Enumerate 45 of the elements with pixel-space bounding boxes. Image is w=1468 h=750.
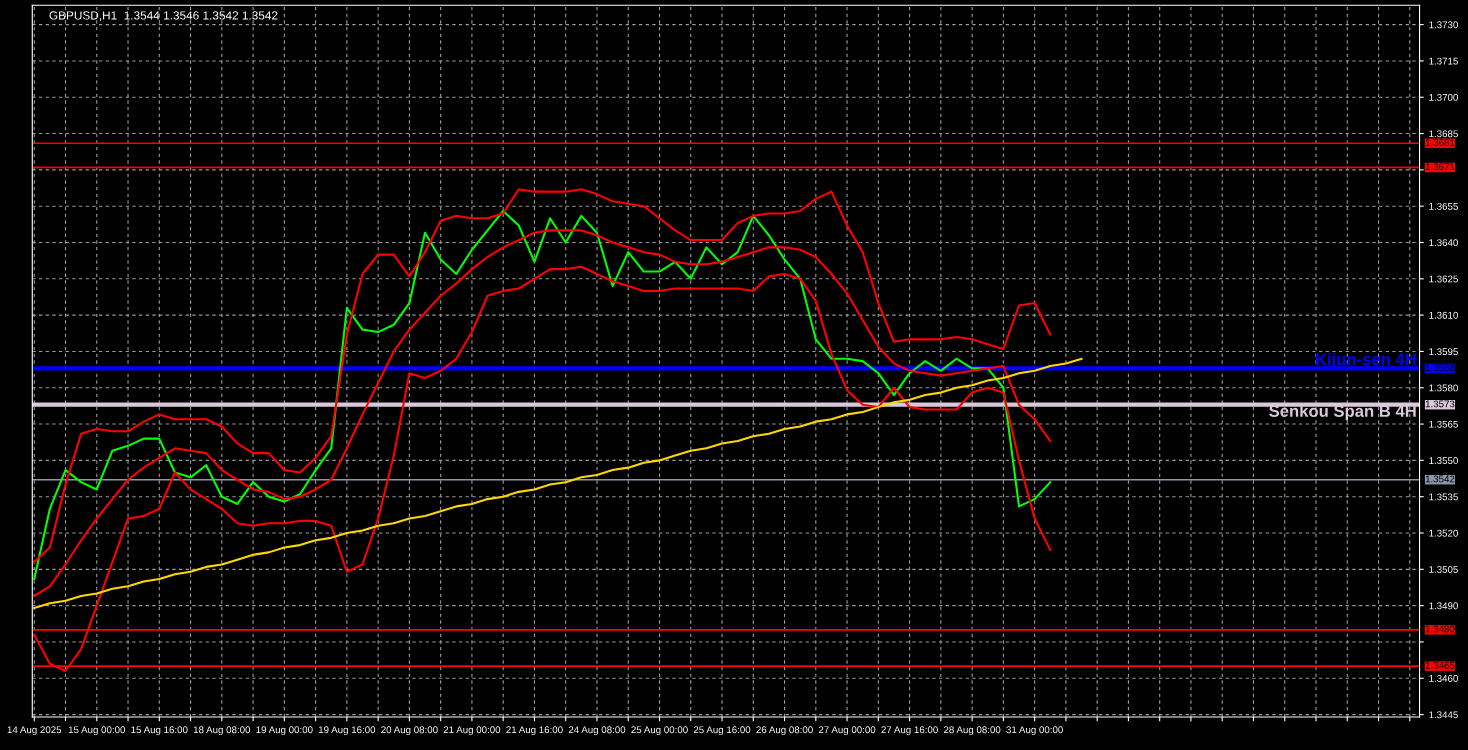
x-tick-label: 27 Aug 16:00	[881, 726, 938, 736]
y-tick-label: 1.3460	[1429, 675, 1458, 682]
y-tick-label: 1.3595	[1429, 348, 1458, 356]
text: 1.3671	[1425, 163, 1455, 171]
y-tick-label: 1.3625	[1429, 275, 1458, 283]
text: 1.3542	[1425, 475, 1455, 483]
text: 1.3573	[1425, 400, 1455, 408]
x-tick-label: 14 Aug 2025	[7, 726, 62, 736]
x-tick-label: 25 Aug 16:00	[693, 726, 751, 736]
text: 1.3588	[1425, 364, 1455, 371]
x-tick-label: 26 Aug 08:00	[756, 726, 813, 736]
y-tick-label: 1.3700	[1429, 93, 1458, 101]
x-tick-label: 21 Aug 16:00	[506, 726, 563, 736]
x-tick-label: 28 Aug 08:00	[943, 726, 1001, 736]
y-tick-label: 1.3655	[1429, 202, 1458, 210]
y-tick-label: 1.3535	[1429, 493, 1458, 501]
y-tick-label: 1.3520	[1429, 529, 1458, 537]
y-tick-label: 1.3715	[1429, 57, 1458, 65]
x-tick-label: 15 Aug 00:00	[68, 726, 126, 736]
y-tick-label: 1.3580	[1429, 384, 1458, 392]
ref-line-label: Kijun-sen 4H	[1316, 352, 1416, 369]
text: 1.3465	[1425, 661, 1455, 669]
x-tick-label: 19 Aug 16:00	[318, 726, 376, 736]
y-tick-label: 1.3685	[1429, 130, 1458, 138]
y-tick-label: 1.3640	[1429, 239, 1458, 247]
y-tick-label: 1.3445	[1429, 711, 1458, 719]
y-tick-label: 1.3505	[1429, 566, 1458, 573]
y-tick-label: 1.3565	[1429, 420, 1458, 428]
text: 1.3480	[1425, 625, 1455, 633]
x-tick-label: 27 Aug 00:00	[818, 726, 876, 736]
chart-title: GBPUSD,H1 1.3544 1.3546 1.3542 1.3542	[49, 11, 278, 22]
x-tick-label: 24 Aug 08:00	[568, 726, 626, 736]
y-tick-label: 1.3610	[1429, 311, 1458, 319]
y-tick-label: 1.3730	[1429, 21, 1458, 29]
x-tick-label: 19 Aug 00:00	[256, 726, 313, 736]
text: 1.3681	[1425, 138, 1455, 146]
x-tick-label: 18 Aug 08:00	[193, 726, 251, 736]
y-tick-label: 1.3550	[1429, 457, 1458, 464]
x-tick-label: 20 Aug 08:00	[381, 726, 438, 736]
y-tick-label: 1.3490	[1429, 602, 1458, 610]
x-tick-label: 21 Aug 00:00	[443, 726, 501, 736]
x-tick-label: 31 Aug 00:00	[1006, 726, 1063, 736]
x-tick-label: 15 Aug 16:00	[131, 726, 188, 736]
x-tick-label: 25 Aug 00:00	[631, 726, 688, 736]
line-series	[33, 357, 1083, 610]
